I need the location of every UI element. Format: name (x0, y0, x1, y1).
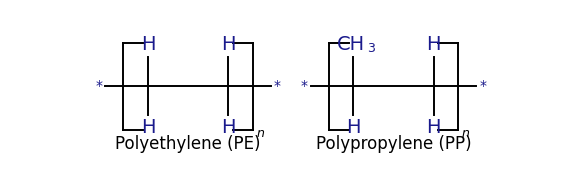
Text: H: H (346, 118, 361, 137)
Text: n: n (462, 127, 469, 140)
Text: CH: CH (337, 35, 365, 54)
Text: H: H (141, 35, 155, 54)
Text: H: H (221, 35, 236, 54)
Text: Polyethylene (PE): Polyethylene (PE) (115, 135, 261, 153)
Text: Polypropylene (PP): Polypropylene (PP) (316, 135, 471, 153)
Text: *: * (95, 79, 103, 93)
Text: 3: 3 (367, 42, 376, 55)
Text: n: n (256, 127, 264, 140)
Text: *: * (274, 79, 281, 93)
Text: H: H (141, 118, 155, 137)
Text: *: * (301, 79, 308, 93)
Text: H: H (221, 118, 236, 137)
Text: H: H (426, 35, 441, 54)
Text: *: * (479, 79, 486, 93)
Text: H: H (426, 118, 441, 137)
